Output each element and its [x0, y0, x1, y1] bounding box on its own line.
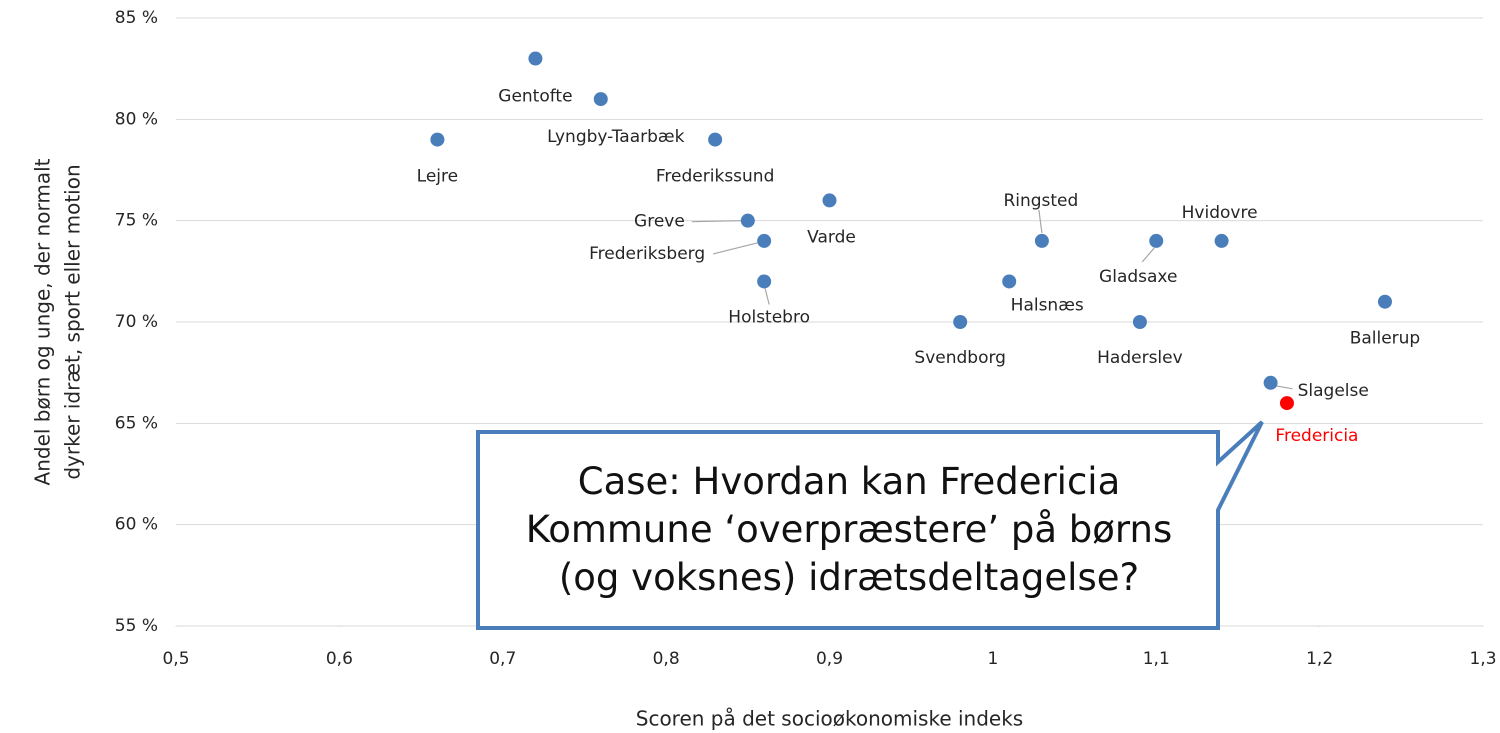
x-axis-title: Scoren på det socioøkonomiske indeks	[636, 707, 1023, 731]
point-label: Svendborg	[914, 348, 1006, 368]
point-label: Ballerup	[1350, 329, 1421, 349]
point	[528, 51, 543, 66]
point-label: Frederiksberg	[589, 244, 705, 264]
x-tick-label: 0,6	[326, 649, 353, 669]
point	[1132, 315, 1147, 329]
x-tick-label: 0,9	[816, 649, 843, 669]
point	[757, 274, 772, 289]
point-label: Lyngby-Taarbæk	[547, 127, 685, 147]
point-label: Varde	[807, 227, 856, 247]
y-tick-label: 85 %	[115, 8, 158, 28]
point	[430, 132, 445, 147]
point	[1377, 294, 1392, 309]
x-tick-label: 0,7	[489, 649, 516, 669]
y-tick-label: 80 %	[115, 109, 158, 129]
point	[822, 193, 837, 208]
point	[953, 315, 968, 329]
y-axis-title: Andel børn og unge, der normalt	[31, 158, 55, 485]
point-label: Greve	[634, 212, 685, 232]
point-label: Halsnæs	[1011, 295, 1084, 315]
point-label: Gentofte	[498, 87, 572, 107]
point-label: Slagelse	[1298, 381, 1369, 401]
point-label: Frederikssund	[656, 167, 774, 187]
point	[708, 132, 723, 147]
point	[1002, 274, 1017, 289]
y-tick-label: 60 %	[115, 515, 158, 535]
point-label: Hvidovre	[1182, 203, 1258, 223]
x-tick-label: 1,1	[1143, 649, 1170, 669]
point-label: Holstebro	[728, 307, 810, 327]
annotation: Case: Hvordan kan Fredericia Kommune ‘ov…	[525, 459, 1173, 600]
x-tick-label: 1,2	[1306, 649, 1333, 669]
point	[1149, 233, 1164, 248]
leader-line	[1038, 209, 1043, 234]
leader-line	[691, 220, 742, 223]
point-label: Fredericia	[1275, 426, 1358, 446]
point-label: Ringsted	[1003, 191, 1078, 211]
point	[1279, 396, 1294, 411]
point	[757, 233, 772, 248]
y-tick-label: 70 %	[115, 312, 158, 332]
callout-box	[476, 420, 1264, 630]
y-tick-label: 75 %	[115, 211, 158, 231]
point-label: Lejre	[417, 167, 458, 187]
point	[1034, 233, 1049, 248]
x-tick-label: 0,8	[653, 649, 680, 669]
point-label: Haderslev	[1097, 348, 1183, 368]
leader-line	[764, 288, 770, 305]
y-tick-label: 55 %	[115, 616, 158, 636]
y-axis-title: dyrker idræt, sport eller motion	[61, 164, 85, 479]
x-tick-label: 1	[987, 649, 998, 669]
leader-line	[1141, 247, 1155, 263]
point-label: Gladsaxe	[1099, 267, 1177, 287]
leader-line	[1275, 385, 1293, 390]
leader-line	[713, 242, 758, 255]
point	[740, 213, 755, 228]
y-tick-label: 65 %	[115, 413, 158, 433]
x-tick-label: 0,5	[162, 649, 189, 669]
x-tick-label: 1,3	[1469, 649, 1496, 669]
point	[1263, 375, 1278, 390]
point	[593, 92, 608, 107]
point	[1214, 233, 1229, 248]
